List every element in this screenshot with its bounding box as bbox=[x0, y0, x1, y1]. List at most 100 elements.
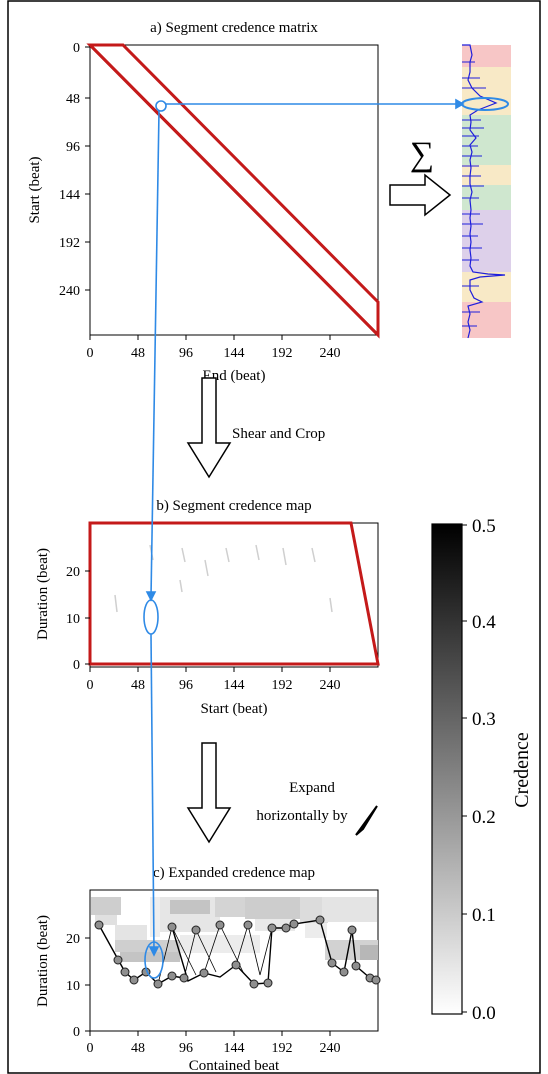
panel-c-title: c) Expanded credence map bbox=[153, 865, 315, 881]
panel-b: b) Segment credence map 0 10 20 0 48 96 … bbox=[35, 498, 380, 717]
panel-c-xticks: 0 48 96 144 192 240 bbox=[87, 1031, 341, 1056]
series-point bbox=[153, 979, 163, 989]
colorbar: 0.0 0.1 0.2 0.3 0.4 0.5 Credence bbox=[431, 516, 533, 1024]
series-point bbox=[179, 973, 189, 983]
series-point bbox=[113, 955, 123, 965]
sum-arrow-icon bbox=[389, 173, 452, 217]
expand-label-line1: Expand bbox=[289, 780, 335, 796]
figure-border bbox=[7, 0, 541, 1074]
series-markers bbox=[94, 915, 381, 989]
panel-c-ytick: 20 bbox=[66, 932, 80, 947]
panel-b-streaks bbox=[114, 544, 333, 613]
colorbar-tick: 0.3 bbox=[472, 709, 496, 730]
series-point bbox=[215, 920, 225, 930]
colorbar-tick: 0.0 bbox=[472, 1003, 496, 1024]
panel-b-xtick: 48 bbox=[131, 678, 145, 693]
blue-annotations bbox=[143, 98, 465, 979]
expand-arrow-icon bbox=[186, 742, 232, 844]
panel-a-xtick: 48 bbox=[131, 346, 145, 361]
panel-c-xtick: 0 bbox=[87, 1041, 94, 1056]
series-point bbox=[231, 960, 241, 970]
panel-a-ytick: 144 bbox=[59, 188, 80, 203]
panel-a-xlabel: End (beat) bbox=[203, 368, 266, 384]
panel-c-xtick: 96 bbox=[179, 1041, 193, 1056]
panel-c-ytick: 10 bbox=[66, 979, 80, 994]
panel-c-xtick: 240 bbox=[320, 1041, 341, 1056]
panel-b-yticks: 0 10 20 bbox=[66, 565, 90, 673]
panel-a-ytick: 96 bbox=[66, 140, 80, 155]
series-point bbox=[191, 925, 201, 935]
panel-c-xlabel: Contained beat bbox=[189, 1058, 280, 1074]
expanded-highlight-ellipse bbox=[144, 941, 164, 979]
panel-b-xtick: 96 bbox=[179, 678, 193, 693]
link-map-to-expanded-head bbox=[148, 946, 160, 957]
panel-a-ytick: 48 bbox=[66, 92, 80, 107]
panel-b-xtick: 0 bbox=[87, 678, 94, 693]
panel-a-ytick: 192 bbox=[59, 236, 80, 251]
link-matrix-to-map-head bbox=[145, 591, 157, 602]
series-thin-lines bbox=[157, 924, 273, 985]
panel-b-ytick: 0 bbox=[73, 658, 80, 673]
panel-b-xlabel: Start (beat) bbox=[200, 701, 267, 717]
panel-a-ytick: 0 bbox=[73, 41, 80, 56]
series-point bbox=[249, 979, 259, 989]
panel-a-xtick: 192 bbox=[272, 346, 293, 361]
series-point bbox=[327, 958, 337, 968]
shear-map-outline bbox=[88, 521, 380, 666]
series-point bbox=[315, 915, 325, 925]
series-point bbox=[199, 968, 209, 978]
colorbar-label: Credence bbox=[511, 732, 533, 808]
series-point bbox=[347, 925, 357, 935]
spectrum-spikes bbox=[462, 61, 486, 327]
link-matrix-to-map bbox=[150, 110, 160, 598]
shear-crop-arrow-icon bbox=[186, 377, 232, 479]
sum-symbol: ∑ bbox=[410, 136, 434, 173]
expand-label-line2: horizontally by bbox=[256, 808, 348, 824]
panel-a-xtick: 96 bbox=[179, 346, 193, 361]
panel-b-ylabel: Duration (beat) bbox=[35, 548, 51, 640]
panel-a-xticks: 0 48 96 144 192 240 bbox=[87, 335, 341, 361]
colorbar-ticks: 0.0 0.1 0.2 0.3 0.4 0.5 bbox=[462, 516, 496, 1024]
panel-b-title: b) Segment credence map bbox=[156, 498, 311, 514]
colorbar-tick: 0.1 bbox=[472, 905, 496, 926]
series-point bbox=[243, 920, 253, 930]
panel-b-xtick: 144 bbox=[224, 678, 245, 693]
colorbar-tick: 0.2 bbox=[472, 807, 496, 828]
panel-a-yticks: 0 48 96 144 192 240 bbox=[59, 41, 90, 299]
panel-c-xtick: 192 bbox=[272, 1041, 293, 1056]
series-point bbox=[129, 975, 139, 985]
panel-a-ytick: 240 bbox=[59, 284, 80, 299]
panel-a-title: a) Segment credence matrix bbox=[150, 20, 318, 36]
series-point bbox=[351, 961, 361, 971]
series-point bbox=[289, 919, 299, 929]
panel-a-xtick: 240 bbox=[320, 346, 341, 361]
matrix-highlight-circle bbox=[155, 100, 167, 112]
panel-a-ylabel: Start (beat) bbox=[27, 156, 43, 223]
colorbar-gradient bbox=[431, 523, 463, 1015]
series-point bbox=[267, 923, 277, 933]
panel-b-ytick: 10 bbox=[66, 612, 80, 627]
credence-spectrum bbox=[461, 44, 511, 339]
link-map-to-expanded bbox=[150, 633, 155, 953]
spectrum-line bbox=[462, 44, 506, 339]
credence-heatmap bbox=[91, 897, 378, 962]
colorbar-tick: 0.4 bbox=[472, 612, 496, 633]
panel-b-xtick: 240 bbox=[320, 678, 341, 693]
panel-a-xtick: 0 bbox=[87, 346, 94, 361]
panel-c-yticks: 0 10 20 bbox=[66, 932, 90, 1040]
series-point bbox=[167, 922, 177, 932]
kernel-wedge-icon bbox=[355, 805, 378, 836]
panel-c-ytick: 0 bbox=[73, 1025, 80, 1040]
panel-a: a) Segment credence matrix 0 48 96 144 1… bbox=[27, 20, 380, 384]
panel-c-xtick: 48 bbox=[131, 1041, 145, 1056]
panel-b-axes bbox=[89, 522, 379, 668]
series-point bbox=[94, 920, 104, 930]
shear-crop-label: Shear and Crop bbox=[232, 426, 325, 442]
series-point bbox=[167, 971, 177, 981]
series-point bbox=[263, 978, 273, 988]
series-point bbox=[339, 967, 349, 977]
panel-c-xtick: 144 bbox=[224, 1041, 245, 1056]
matrix-diagonal bbox=[88, 43, 380, 337]
panel-c-ylabel: Duration (beat) bbox=[35, 915, 51, 1007]
